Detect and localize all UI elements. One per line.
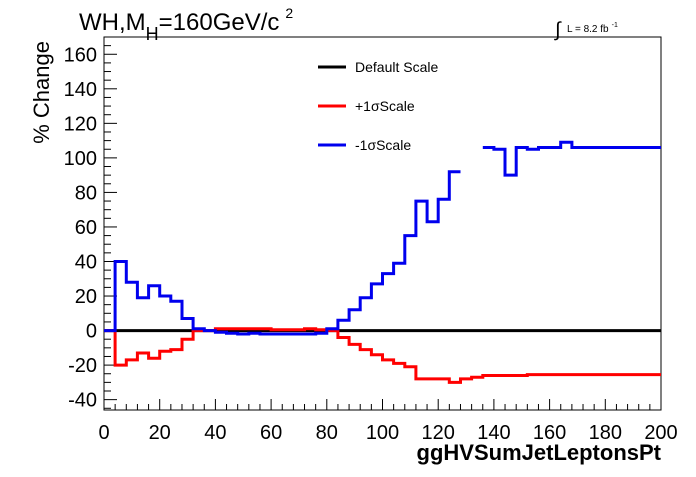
y-tick-label: 120 (64, 113, 97, 135)
y-tick-label: 140 (64, 79, 97, 101)
y-tick-label: 40 (75, 251, 97, 273)
title-subscript: H (146, 24, 159, 44)
title-main: WH,M (79, 9, 146, 36)
y-tick-label: 80 (75, 182, 97, 204)
y-tick-label: -40 (68, 390, 97, 412)
y-tick-label: 160 (64, 44, 97, 66)
x-tick-label: 40 (204, 422, 226, 444)
x-tick-label: 100 (366, 422, 399, 444)
chart-title: WH,MH=160GeV/c 2 (79, 5, 293, 44)
lumi-annotation: L = 8.2 fb -1 (567, 22, 618, 35)
lumi-text: L = 8.2 fb (567, 24, 609, 35)
x-tick-label: 200 (644, 422, 677, 444)
x-axis-label: ggHVSumJetLeptonsPt (417, 440, 662, 465)
y-tick-label: 60 (75, 217, 97, 239)
legend: Default Scale +1σScale -1σScale (318, 59, 438, 153)
series-group (104, 140, 661, 384)
series-line-1 (104, 327, 661, 384)
x-tick-label: 180 (589, 422, 622, 444)
x-tick-label: 0 (98, 422, 109, 444)
lumi-superscript: -1 (612, 22, 618, 29)
y-tick-label: 20 (75, 286, 97, 308)
x-tick-label: 80 (316, 422, 338, 444)
legend-label-1: +1σScale (355, 98, 415, 114)
y-tick-label: 100 (64, 148, 97, 170)
y-tick-label: -20 (68, 355, 97, 377)
title-rest: =160GeV/c (159, 9, 280, 36)
x-tick-label: 160 (533, 422, 566, 444)
y-tick-label: 0 (86, 321, 97, 343)
x-tick-label: 60 (260, 422, 282, 444)
plot-frame: 0 20 40 60 80 100 120 140 160 180 200 -40 -20 0 20 40 60… (64, 36, 678, 444)
title-superscript: 2 (285, 5, 293, 21)
y-axis-label: % Change (29, 41, 54, 144)
x-tick-label: 20 (149, 422, 171, 444)
legend-label-2: -1σScale (355, 137, 411, 153)
x-tick-label: 140 (477, 422, 510, 444)
series-line-2 (104, 140, 661, 336)
legend-label-0: Default Scale (355, 59, 438, 75)
lumi-integral-symbol: ∫ (554, 19, 562, 41)
x-tick-label: 120 (422, 422, 455, 444)
